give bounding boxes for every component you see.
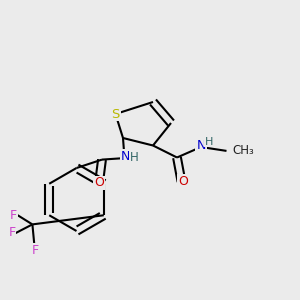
Text: H: H	[130, 151, 139, 164]
Text: CH₃: CH₃	[232, 144, 254, 158]
Text: F: F	[8, 226, 16, 239]
Text: H: H	[205, 136, 214, 147]
Text: O: O	[94, 176, 104, 190]
Text: O: O	[178, 175, 188, 188]
Text: F: F	[32, 244, 39, 257]
Text: N: N	[120, 150, 130, 163]
Text: S: S	[111, 107, 120, 121]
Text: N: N	[196, 139, 206, 152]
Text: F: F	[10, 209, 17, 222]
